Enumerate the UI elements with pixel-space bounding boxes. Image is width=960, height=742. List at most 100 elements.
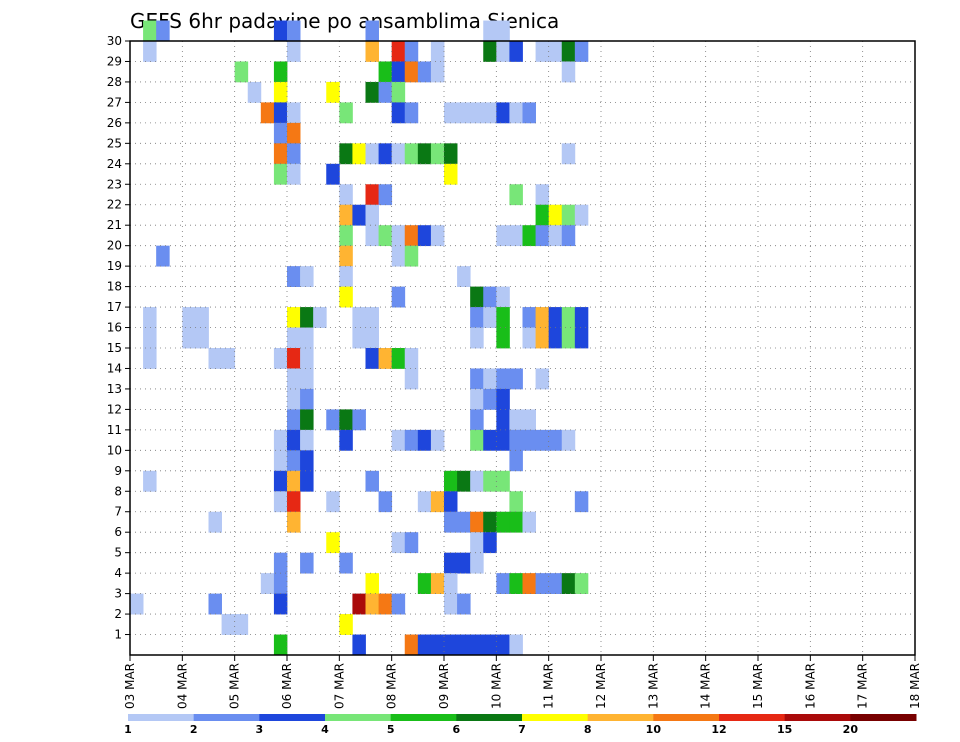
- heatmap-cell: [287, 102, 301, 124]
- heatmap-cell: [470, 368, 484, 390]
- heatmap-cell: [130, 593, 144, 615]
- heatmap-cell: [365, 470, 379, 492]
- heatmap-cell: [391, 81, 406, 103]
- heatmap-cell: [273, 348, 288, 369]
- heatmap-cell: [509, 429, 523, 451]
- heatmap-cell: [365, 573, 379, 594]
- heatmap-cell: [391, 286, 406, 308]
- heatmap-cell: [404, 143, 419, 165]
- heatmap-cell: [352, 307, 366, 328]
- heatmap-cell: [417, 634, 432, 656]
- heatmap-cell: [404, 429, 419, 451]
- x-tick-label: 13 MAR: [646, 663, 660, 709]
- y-tick-label: 30: [107, 34, 122, 48]
- heatmap-cell: [574, 41, 589, 62]
- heatmap-cell: [378, 184, 393, 206]
- heatmap-cell: [522, 409, 536, 431]
- heatmap-cell: [483, 307, 497, 328]
- heatmap-cell: [300, 327, 314, 349]
- y-tick-label: 14: [107, 361, 122, 375]
- legend-level-label: 3: [256, 723, 264, 736]
- heatmap-cell: [378, 225, 393, 247]
- grid-lines: [130, 41, 915, 655]
- heatmap-cell: [365, 327, 379, 349]
- heatmap-cell: [470, 307, 484, 328]
- heatmap-cell: [417, 143, 432, 165]
- heatmap-cell: [430, 491, 445, 513]
- heatmap-cell: [365, 204, 379, 226]
- heatmap-cell: [561, 225, 576, 247]
- heatmap-cell: [339, 266, 353, 287]
- legend-level-label: 1: [124, 723, 132, 736]
- heatmap-cell: [391, 532, 406, 554]
- heatmap-cell: [352, 593, 366, 615]
- heatmap-cell: [404, 102, 419, 124]
- heatmap-cell: [404, 348, 419, 369]
- heatmap-cell: [430, 41, 445, 62]
- heatmap-cell: [430, 634, 445, 656]
- heatmap-cell: [273, 573, 288, 594]
- heatmap-cell: [339, 204, 353, 226]
- heatmap-cell: [273, 491, 288, 513]
- heatmap-cell: [574, 307, 589, 328]
- legend-swatch: [456, 714, 523, 721]
- heatmap-cell: [391, 348, 406, 369]
- heatmap-cell: [273, 143, 288, 165]
- y-tick-label: 20: [107, 239, 122, 253]
- heatmap-cell: [404, 532, 419, 554]
- heatmap-cell: [509, 41, 523, 62]
- heatmap-cell: [287, 20, 301, 42]
- heatmap-cell: [430, 143, 445, 165]
- heatmap-cell: [339, 245, 353, 267]
- x-tick-label: 04 MAR: [175, 663, 189, 709]
- y-tick-label: 7: [114, 505, 122, 519]
- y-tick-label: 25: [107, 136, 122, 150]
- heatmap-cell: [182, 307, 196, 328]
- heatmap-cell: [326, 491, 340, 513]
- y-tick-label: 18: [107, 280, 122, 294]
- heatmap-cell: [156, 20, 170, 42]
- heatmap-cell: [339, 102, 353, 124]
- heatmap-cell: [143, 20, 157, 42]
- heatmap-cell: [509, 491, 523, 513]
- heatmap-cell: [509, 511, 523, 533]
- heatmap-cell: [300, 409, 314, 431]
- heatmap-cell: [430, 429, 445, 451]
- heatmap-cell: [496, 368, 510, 390]
- heatmap-cell: [548, 327, 563, 349]
- heatmap-cell: [535, 573, 550, 594]
- heatmap-cell: [483, 41, 497, 62]
- x-tick-label: 15 MAR: [751, 663, 765, 709]
- color-legend: 1 2 3 4 5 6 7 8 10 12 15 20: [124, 714, 917, 736]
- heatmap-cell: [300, 266, 314, 287]
- heatmap-cell: [287, 122, 301, 144]
- x-tick-label: 12 MAR: [594, 663, 608, 709]
- x-tick-label: 17 MAR: [856, 663, 870, 709]
- heatmap-cell: [247, 81, 262, 103]
- heatmap-cell: [496, 20, 510, 42]
- heatmap-cell: [365, 41, 379, 62]
- heatmap-cell: [287, 163, 301, 185]
- heatmap-cell: [574, 204, 589, 226]
- legend-level-label: 7: [518, 723, 526, 736]
- heatmap-cell: [496, 307, 510, 328]
- heatmap-cell: [404, 61, 419, 83]
- y-tick-label: 6: [114, 525, 122, 539]
- heatmap-cell: [509, 225, 523, 247]
- legend-swatch: [325, 714, 392, 721]
- heatmap-cell: [561, 429, 576, 451]
- legend-level-label: 20: [843, 723, 859, 736]
- y-tick-label: 1: [114, 628, 122, 642]
- heatmap-cell: [417, 429, 432, 451]
- heatmap-cell: [522, 307, 536, 328]
- heatmap-cell: [483, 368, 497, 390]
- heatmap-cell: [326, 163, 340, 185]
- x-tick-label: 11 MAR: [542, 663, 556, 709]
- heatmap-cell: [300, 307, 314, 328]
- heatmap-cell: [143, 41, 157, 62]
- heatmap-cell: [208, 511, 222, 533]
- legend-level-label: 10: [646, 723, 662, 736]
- heatmap-cell: [208, 348, 222, 369]
- heatmap-cell: [535, 307, 550, 328]
- y-tick-label: 24: [107, 157, 122, 171]
